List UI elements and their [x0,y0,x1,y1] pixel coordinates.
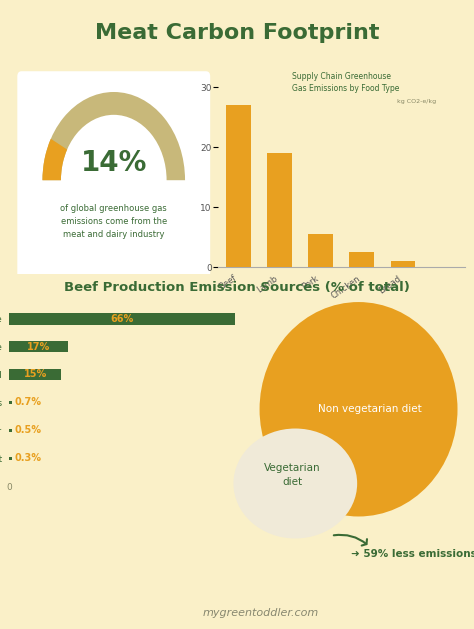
Text: Meat Carbon Footprint: Meat Carbon Footprint [95,23,379,43]
Text: Gas Emissions by Food Type: Gas Emissions by Food Type [292,84,400,93]
FancyBboxPatch shape [18,71,210,279]
Text: Non vegetarian diet: Non vegetarian diet [318,404,421,415]
Bar [9,401,12,404]
Ellipse shape [233,428,357,538]
Wedge shape [43,92,185,180]
Bar [9,341,68,352]
Bar [309,235,333,267]
Text: 0.3%: 0.3% [15,453,42,463]
Text: 15%: 15% [24,369,47,379]
Ellipse shape [260,302,457,516]
Bar [349,252,374,267]
Text: 0.7%: 0.7% [15,398,42,408]
Text: of global greenhouse gas
emissions come from the
meat and dairy industry: of global greenhouse gas emissions come … [60,204,167,240]
Bar [226,105,251,267]
Bar [267,153,292,267]
Wedge shape [43,139,67,180]
Text: Vegetarian
diet: Vegetarian diet [264,463,321,487]
Bar [9,429,12,431]
Text: mygreentoddler.com: mygreentoddler.com [202,608,319,618]
Text: 17%: 17% [27,342,50,352]
Text: Beef Production Emission Sources (% of total): Beef Production Emission Sources (% of t… [64,281,410,294]
Text: 14%: 14% [81,148,147,177]
Bar [9,457,12,460]
Bar [9,369,61,381]
Bar [9,313,236,325]
Text: ➜ 59% less emissions: ➜ 59% less emissions [351,548,474,559]
Text: 66%: 66% [111,314,134,324]
Bar [391,261,415,267]
Text: 0.5%: 0.5% [15,425,42,435]
Text: kg CO2-e/kg: kg CO2-e/kg [397,99,436,104]
Text: Supply Chain Greenhouse: Supply Chain Greenhouse [292,72,391,81]
